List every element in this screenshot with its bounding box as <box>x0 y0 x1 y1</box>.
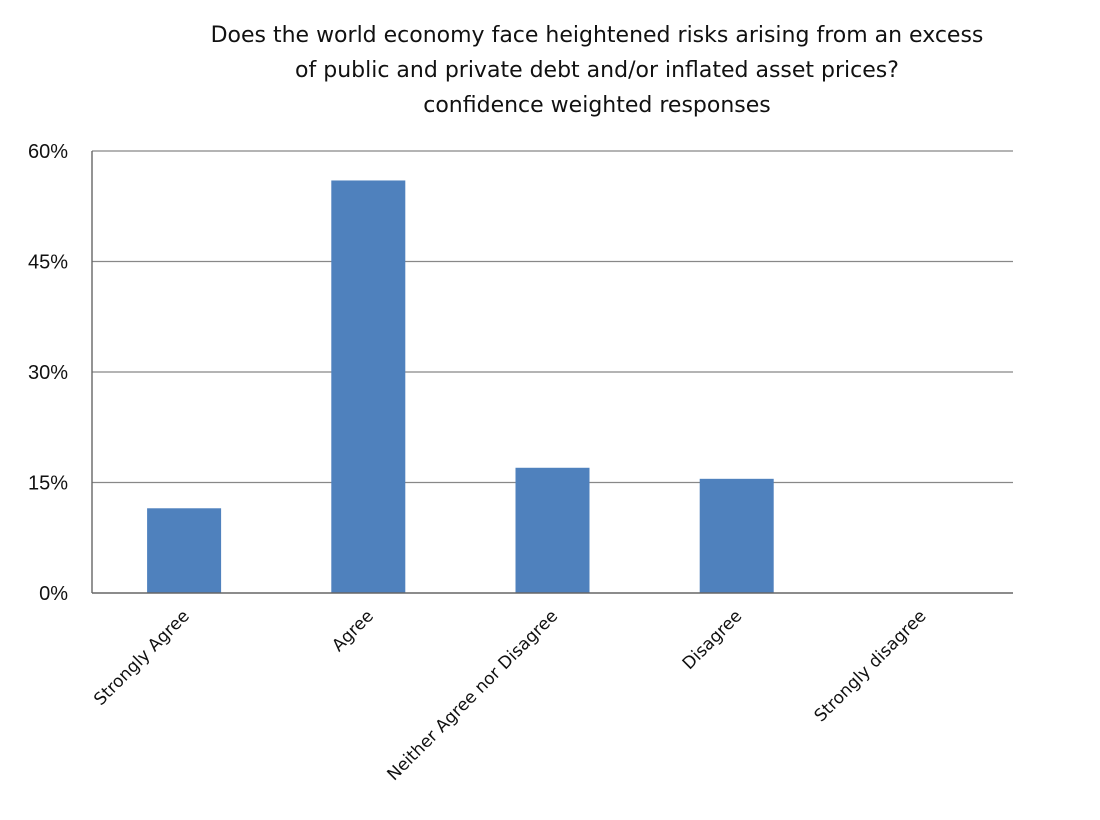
y-tick-label: 15% <box>28 473 68 495</box>
x-axis-category-labels: Strongly Agree Agree Neither Agree nor Dis… <box>90 606 930 785</box>
y-tick-label: 60% <box>28 141 68 163</box>
y-tick-label: 30% <box>28 362 68 384</box>
y-axis-tick-labels: 0% 15% 30% 45% 60% <box>28 141 68 605</box>
bar-disagree <box>699 478 774 593</box>
bar-neither-agree-nor-disagree <box>515 467 590 593</box>
x-tick-label: Strongly disagree <box>811 606 931 726</box>
chart-title-line-2: of public and private debt and/or inflat… <box>295 58 899 83</box>
bars <box>147 180 774 593</box>
bar-agree <box>331 180 406 593</box>
x-tick-label: Strongly Agree <box>90 606 193 709</box>
y-tick-label: 45% <box>28 252 68 274</box>
y-tick-label: 0% <box>39 583 68 605</box>
chart-subtitle: confidence weighted responses <box>423 93 770 118</box>
gridlines <box>92 150 1013 484</box>
chart-title-line-1: Does the world economy face heightened r… <box>211 23 984 48</box>
x-tick-label: Agree <box>328 606 377 655</box>
axes <box>91 151 1013 594</box>
x-tick-label: Neither Agree nor Disagree <box>383 606 562 785</box>
chart-title: Does the world economy face heightened r… <box>211 23 984 118</box>
x-tick-label: Disagree <box>679 606 746 673</box>
bar-strongly-agree <box>147 508 222 593</box>
